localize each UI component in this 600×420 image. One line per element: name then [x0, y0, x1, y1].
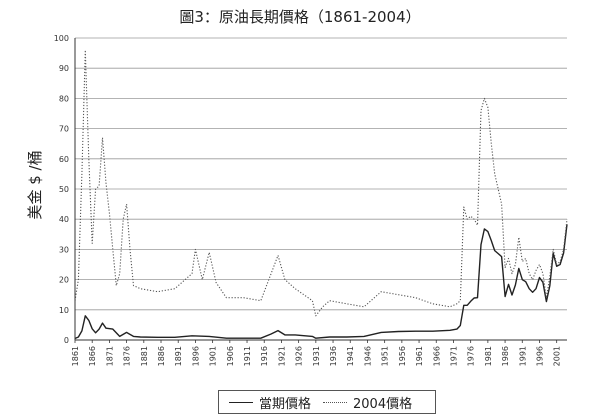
x-tick-label: 1996 [535, 346, 544, 366]
x-tick-label: 1866 [88, 346, 97, 366]
legend-swatch-2004 [323, 401, 347, 403]
x-tick-label: 1956 [398, 346, 407, 366]
x-tick-label: 1966 [432, 346, 441, 366]
y-axis-label: 美金 $ /桶 [26, 150, 44, 219]
y-tick-label: 60 [59, 155, 69, 164]
x-tick-label: 1881 [140, 346, 149, 366]
x-tick-label: 1901 [209, 346, 218, 366]
x-tick-label: 1931 [312, 346, 321, 366]
legend-item-2004: 2004價格 [323, 394, 413, 412]
y-tick-label: 100 [54, 34, 69, 43]
axis-layer: 0 10 20 30 40 50 60 70 80 90 100 1861 1866 1871 1876 18… [54, 34, 562, 366]
x-tick-label: 1941 [346, 346, 355, 366]
x-tick-label: 1916 [260, 346, 269, 366]
legend-label-2004: 2004價格 [353, 396, 413, 412]
x-tick-label: 1981 [484, 346, 493, 366]
x-tick-label: 1926 [295, 346, 304, 366]
series-line-current-price [74, 224, 568, 340]
x-tick-label: 1986 [501, 346, 510, 366]
legend-swatch-current [229, 401, 253, 403]
y-tick-label: 30 [59, 245, 69, 254]
y-tick-label: 70 [59, 125, 69, 134]
grid-layer [75, 37, 567, 341]
x-tick-label: 1871 [105, 346, 114, 366]
y-tick-label: 90 [59, 64, 69, 73]
x-tick-label: 1861 [71, 346, 80, 366]
x-tick-label: 2001 [553, 346, 562, 366]
chart-title: 圖3：原油長期價格（1861-2004） [179, 8, 421, 26]
x-tick-label: 1891 [174, 346, 183, 366]
x-tick-label: 1876 [123, 346, 132, 366]
y-tick-label: 0 [64, 336, 69, 345]
x-tick-label: 1976 [467, 346, 476, 366]
series-line-2004-price [74, 49, 568, 317]
x-tick-label: 1886 [157, 346, 166, 366]
x-tick-label: 1896 [191, 346, 200, 366]
y-tick-label: 10 [59, 306, 69, 315]
x-tick-label: 1921 [277, 346, 286, 366]
legend-item-current: 當期價格 [229, 394, 312, 412]
y-tick-label: 20 [59, 276, 69, 285]
series-layer [74, 49, 568, 340]
chart-legend: 當期價格 2004價格 [218, 390, 436, 414]
x-tick-label: 1991 [518, 346, 527, 366]
x-tick-label: 1951 [381, 346, 390, 366]
x-tick-label: 1936 [329, 346, 338, 366]
x-tick-label: 1946 [363, 346, 372, 366]
legend-label-current: 當期價格 [259, 396, 312, 412]
x-tick-label: 1911 [243, 346, 252, 366]
y-tick-label: 40 [59, 215, 69, 224]
x-tick-label: 1906 [226, 346, 235, 366]
x-tick-label: 1961 [415, 346, 424, 366]
x-tick-label: 1971 [449, 346, 458, 366]
y-tick-label: 80 [59, 94, 69, 103]
y-tick-label: 50 [59, 185, 69, 194]
